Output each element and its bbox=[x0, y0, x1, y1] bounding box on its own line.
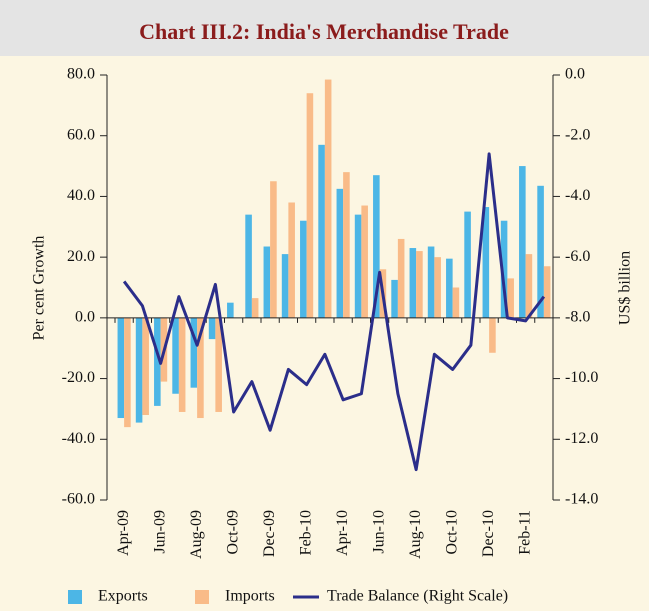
bar bbox=[354, 214, 362, 318]
bar bbox=[489, 317, 496, 353]
x-tick-label: Apr-09 bbox=[115, 510, 132, 556]
y2-tick-label: -14.0 bbox=[565, 491, 598, 508]
bar bbox=[251, 298, 259, 318]
title-bar bbox=[0, 0, 649, 56]
bar bbox=[397, 238, 405, 318]
bar bbox=[373, 175, 380, 318]
bar bbox=[318, 144, 325, 318]
x-tick-label: Apr-10 bbox=[334, 510, 351, 556]
bar bbox=[336, 188, 344, 318]
y-tick-label: -60.0 bbox=[62, 491, 95, 508]
bar bbox=[263, 246, 271, 318]
bar bbox=[482, 207, 490, 318]
bar bbox=[543, 266, 551, 318]
bar bbox=[537, 185, 544, 318]
y2-axis-label: US$ billion bbox=[617, 251, 634, 325]
bar bbox=[343, 172, 350, 318]
bar bbox=[245, 214, 252, 318]
legend-label: Imports bbox=[225, 588, 275, 605]
x-tick-label: Dec-09 bbox=[261, 510, 278, 557]
bar bbox=[519, 166, 526, 318]
x-tick-label: Aug-09 bbox=[188, 510, 205, 559]
y-tick-label: -40.0 bbox=[62, 430, 95, 447]
bar bbox=[208, 317, 216, 340]
bar bbox=[197, 317, 204, 419]
bar bbox=[464, 211, 471, 318]
bar bbox=[300, 220, 307, 318]
bar bbox=[306, 93, 314, 318]
bar bbox=[154, 317, 161, 406]
bar bbox=[135, 317, 143, 423]
x-tick-label: Oct-10 bbox=[443, 510, 460, 554]
x-tick-label: Dec-10 bbox=[480, 510, 497, 557]
legend-label: Exports bbox=[98, 588, 148, 605]
bar bbox=[142, 317, 149, 415]
y2-tick-label: -4.0 bbox=[565, 187, 590, 204]
y-tick-label: 60.0 bbox=[67, 126, 95, 143]
y2-tick-label: 0.0 bbox=[565, 66, 585, 83]
bar bbox=[172, 317, 179, 394]
bar bbox=[361, 205, 368, 318]
x-tick-label: Oct-09 bbox=[224, 510, 241, 554]
y-tick-label: 40.0 bbox=[67, 187, 95, 204]
bar bbox=[446, 258, 453, 318]
bar bbox=[427, 246, 435, 318]
x-tick-label: Aug-10 bbox=[407, 510, 424, 559]
legend-swatch bbox=[68, 590, 82, 604]
x-tick-label: Jun-10 bbox=[370, 510, 387, 554]
y-tick-label: 80.0 bbox=[67, 66, 95, 83]
bar bbox=[525, 254, 533, 318]
bar bbox=[124, 317, 131, 428]
bar bbox=[434, 257, 441, 318]
bar bbox=[416, 251, 423, 318]
bar bbox=[270, 181, 277, 318]
y2-tick-label: -8.0 bbox=[565, 309, 590, 326]
bar bbox=[178, 317, 186, 412]
bar bbox=[500, 220, 508, 318]
x-tick-label: Feb-10 bbox=[297, 510, 314, 555]
y-axis-label: Per cent Growth bbox=[31, 236, 48, 341]
bar bbox=[324, 79, 332, 318]
bar bbox=[391, 279, 398, 318]
y2-tick-label: -2.0 bbox=[565, 126, 590, 143]
y-tick-label: -20.0 bbox=[62, 369, 95, 386]
bar bbox=[507, 278, 514, 318]
chart-title: Chart III.2: India's Merchandise Trade bbox=[139, 19, 509, 44]
bar bbox=[227, 302, 234, 318]
y2-tick-label: -6.0 bbox=[565, 248, 590, 265]
y-tick-label: 20.0 bbox=[67, 248, 95, 265]
x-tick-label: Feb-11 bbox=[516, 510, 533, 555]
y-tick-label: 0.0 bbox=[75, 309, 95, 326]
bar bbox=[288, 202, 295, 318]
bar bbox=[281, 254, 289, 318]
legend-swatch bbox=[195, 590, 209, 604]
legend-label: Trade Balance (Right Scale) bbox=[327, 588, 508, 605]
y2-tick-label: -10.0 bbox=[565, 369, 598, 386]
bar bbox=[215, 317, 222, 412]
bar bbox=[452, 287, 460, 318]
bar bbox=[409, 248, 417, 318]
trade-balance-line bbox=[122, 152, 546, 472]
x-tick-label: Jun-09 bbox=[151, 510, 168, 554]
bar bbox=[117, 317, 125, 419]
bar bbox=[190, 317, 198, 388]
y2-tick-label: -12.0 bbox=[565, 430, 598, 447]
